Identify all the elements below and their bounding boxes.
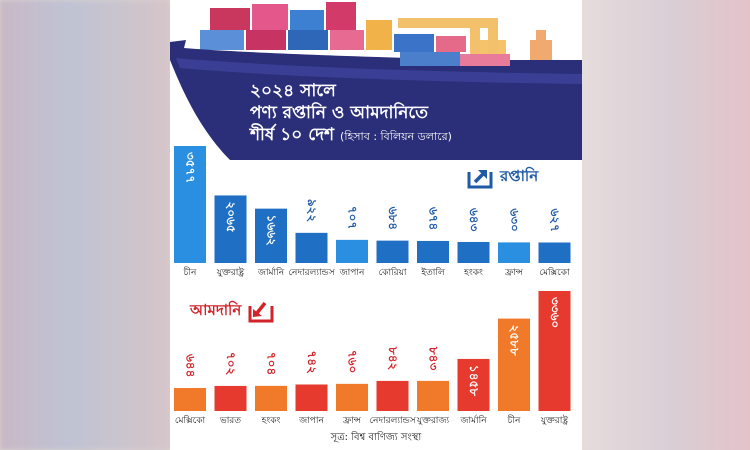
export-category-label: ইতালি [420, 267, 445, 278]
imports-bar-chart: ৬৪৪ মেক্সিকো ৭০২ ভারত ৭০৪ হংকং ৭৪২ জাপান ৭৬০ ফ্রা… [174, 291, 571, 426]
export-value-label: ৬৮৪ [386, 207, 400, 230]
exports-heading: রপ্তানি [466, 164, 538, 190]
export-bar [174, 146, 206, 263]
import-bar [174, 388, 206, 411]
export-category-label: যুক্তরাষ্ট্র [216, 267, 244, 278]
import-box-icon [248, 301, 274, 323]
cargo-ship-illustration [170, 0, 582, 160]
export-category-label: নেদারল্যান্ডস [288, 268, 335, 278]
title-line-2: পণ্য রপ্তানি ও আমদানিতে [250, 103, 429, 123]
import-bar [457, 358, 490, 411]
background-left [0, 0, 170, 450]
background-right [582, 0, 750, 450]
import-bar [538, 291, 571, 411]
import-bar [336, 383, 368, 411]
exports-heading-label: রপ্তানি [500, 166, 539, 185]
import-value-label: ২৫৮৮ [508, 325, 522, 356]
title-line-1: ২০২৪ সালে [250, 81, 336, 101]
export-bar [295, 232, 328, 263]
export-category-label: মেক্সিকো [539, 267, 570, 278]
import-category-label: ফ্রান্স [342, 416, 362, 426]
export-bar [255, 208, 287, 263]
export-value-label: ৬৭৪ [427, 207, 441, 230]
export-box-icon [467, 170, 493, 189]
export-bar [417, 240, 449, 263]
import-category-label: জার্মানি [459, 415, 487, 426]
import-value-label: ৮৪২ [386, 346, 400, 371]
import-value-label: ৩৩৬০ [548, 297, 562, 328]
imports-heading-label: আমদানি [190, 300, 242, 319]
export-category-label: চীন [183, 266, 197, 278]
import-bar [255, 385, 287, 411]
import-category-label: ভারত [219, 416, 241, 426]
export-bar [214, 195, 247, 263]
imports-heading: আমদানি [190, 298, 275, 324]
export-value-label: ২০৬৫ [224, 201, 238, 232]
export-bar [336, 239, 368, 263]
export-bar [457, 241, 490, 263]
import-category-label: যুক্তরাষ্ট্র [540, 415, 568, 426]
export-value-label: ৩৫৭৭ [184, 152, 198, 183]
export-value-label: ৬৪৩ [467, 208, 481, 232]
title-line-3: শীর্ষ ১০ দেশ (হিসাব : বিলিয়ন ডলারে) [250, 124, 452, 148]
source-note: সূত্র: বিশ্ব বাণিজ্য সংস্থা [330, 432, 422, 443]
export-value-label: ৯২২ [305, 199, 319, 223]
import-category-label: যুক্তরাজ্য [416, 416, 450, 426]
import-value-label: ৬৪৪ [184, 354, 198, 377]
export-bar [538, 242, 571, 263]
import-value-label: ৮৪৩ [427, 346, 441, 371]
import-value-label: ১৪৫৮ [467, 365, 481, 396]
title-line-3-text: শীর্ষ ১০ দেশ [250, 125, 335, 145]
import-bar [498, 318, 530, 411]
import-bar [376, 380, 409, 411]
import-category-label: হংকং [261, 416, 281, 426]
export-category-label: জার্মানি [257, 267, 285, 278]
import-value-label: ৭০২ [224, 352, 238, 376]
import-bar [417, 380, 449, 411]
export-category-label: ফ্রান্স [504, 268, 524, 278]
chart-title: ২০২৪ সালে পণ্য রপ্তানি ও আমদানিতে শীর্ষ … [250, 80, 452, 148]
export-value-label: ৬৩০ [508, 208, 522, 231]
import-value-label: ৭০৪ [265, 352, 279, 375]
export-bar [498, 242, 530, 263]
export-value-label: ৭০৭ [346, 206, 360, 229]
export-value-label: ৬২৭ [548, 208, 562, 231]
import-value-label: ৭৪২ [305, 351, 319, 375]
title-unit: (হিসাব : বিলিয়ন ডলারে) [340, 130, 452, 143]
export-category-label: হংকং [463, 268, 483, 278]
export-category-label: জাপান [339, 268, 365, 278]
infographic-card: ২০২৪ সালে পণ্য রপ্তানি ও আমদানিতে শীর্ষ … [170, 0, 582, 450]
exports-bar-chart: ৩৫৭৭ চীন ২০৬৫ যুক্তরাষ্ট্র ১৬৬২ জার্মানি ৯২২ নে… [174, 146, 571, 278]
import-bar [295, 384, 328, 411]
import-value-label: ৭৬০ [346, 350, 360, 373]
import-category-label: জাপান [298, 416, 324, 426]
export-bar [376, 240, 409, 263]
import-category-label: মেক্সিকো [175, 415, 206, 426]
import-category-label: নেদারল্যান্ডস [369, 416, 416, 426]
export-value-label: ১৬৬২ [265, 215, 279, 246]
import-bar [214, 385, 247, 411]
import-category-label: চীন [507, 414, 521, 426]
export-category-label: কোরিয়া [379, 267, 407, 278]
